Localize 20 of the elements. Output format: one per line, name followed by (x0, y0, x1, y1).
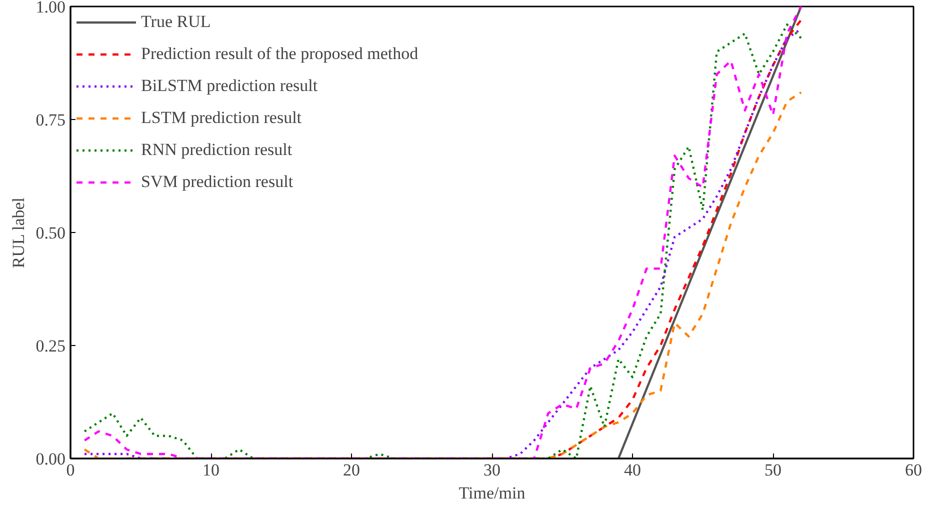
x-tick-label: 60 (905, 460, 922, 480)
x-axis-title: Time/min (458, 484, 526, 502)
x-tick-label: 10 (202, 460, 220, 480)
x-tick-label: 30 (484, 460, 500, 480)
y-tick-label: 0.00 (36, 450, 66, 468)
y-tick-label: 0.75 (36, 110, 66, 130)
legend-label: LSTM prediction result (141, 108, 302, 128)
y-axis-title: RUL label (8, 197, 28, 268)
legend-label: BiLSTM prediction result (141, 76, 318, 96)
legend-label: SVM prediction result (141, 172, 294, 192)
legend-label: True RUL (141, 12, 211, 32)
y-tick-label: 1.00 (36, 0, 66, 16)
x-tick-label: 20 (343, 460, 360, 480)
legend-label: RNN prediction result (141, 140, 292, 160)
legend-label: Prediction result of the proposed method (141, 44, 418, 64)
y-tick-label: 0.50 (36, 224, 66, 242)
x-tick-label: 40 (624, 460, 641, 480)
x-tick-label: 0 (66, 460, 75, 480)
x-tick-label: 50 (764, 460, 782, 480)
y-tick-label: 0.25 (36, 336, 66, 356)
